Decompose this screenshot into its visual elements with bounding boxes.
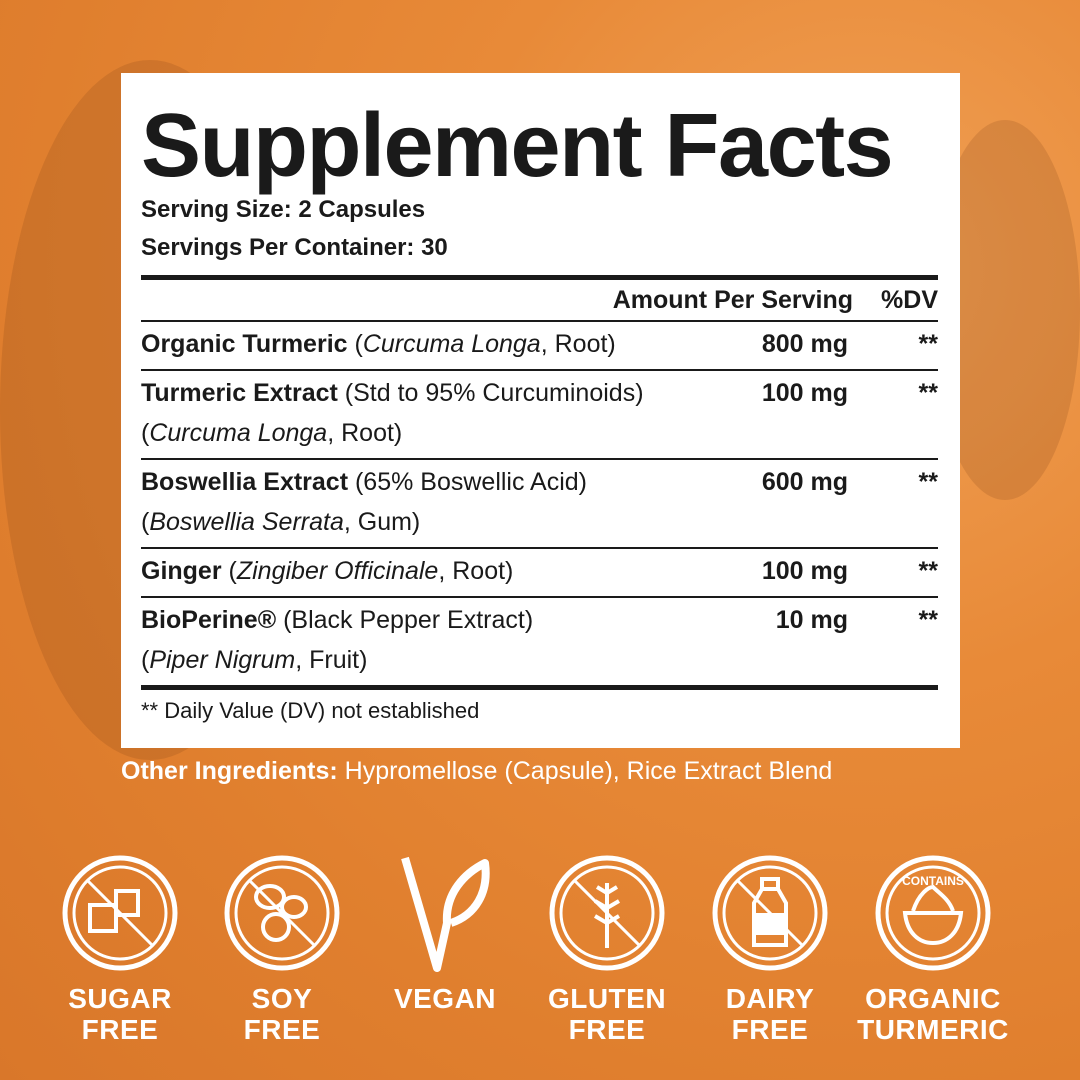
row-name-cell: Turmeric Extract (Std to 95% Curcuminoid… bbox=[141, 373, 728, 453]
ingredient-name: Turmeric Extract bbox=[141, 379, 338, 407]
row-detail-italic: Boswellia Serrata bbox=[149, 508, 344, 536]
row-amount: 100 mg bbox=[761, 379, 848, 407]
header-dv: %DV bbox=[881, 285, 938, 314]
row-detail: , Root) bbox=[327, 419, 403, 447]
other-ingredients-label: Other Ingredients: bbox=[121, 757, 338, 785]
row-detail: ( bbox=[221, 557, 237, 585]
badge-organic: CONTAINS ORGANIC TURMERIC bbox=[853, 853, 1013, 1045]
table-header: Amount Per Serving %DV bbox=[141, 280, 938, 322]
badge-label-line1: DAIRY bbox=[725, 983, 815, 1014]
row-detail: ( bbox=[141, 508, 150, 536]
ingredient-name: Ginger bbox=[141, 557, 222, 585]
ingredient-name: Organic Turmeric bbox=[141, 330, 348, 358]
vegan-leaf-icon bbox=[365, 853, 525, 973]
row-dv: ** bbox=[918, 379, 938, 407]
milk-bottle-crossed-icon bbox=[690, 853, 850, 973]
row-name-cell: BioPerine® (Black Pepper Extract) (Piper … bbox=[141, 600, 728, 680]
ingredient-name: BioPerine® bbox=[141, 606, 277, 634]
seal-text: CONTAINS bbox=[902, 874, 964, 888]
row-detail: (65% Boswellic Acid) bbox=[348, 468, 588, 496]
row-detail-italic: Zingiber Officinale bbox=[236, 557, 439, 585]
row-detail: , Fruit) bbox=[295, 646, 368, 674]
badge-label-line1: VEGAN bbox=[393, 983, 497, 1014]
badge-vegan: VEGAN bbox=[365, 853, 525, 1014]
other-ingredients-value: Hypromellose (Capsule), Rice Extract Ble… bbox=[337, 757, 833, 785]
badge-label-line2: FREE bbox=[731, 1014, 809, 1045]
row-amount: 800 mg bbox=[761, 330, 848, 358]
row-detail-italic: Curcuma Longa bbox=[149, 419, 328, 447]
table-row: BioPerine® (Black Pepper Extract) (Piper … bbox=[141, 598, 938, 685]
divider bbox=[141, 685, 938, 690]
row-dv: ** bbox=[918, 330, 938, 358]
wheat-crossed-icon bbox=[527, 853, 687, 973]
badge-label: GLUTEN FREE bbox=[527, 983, 687, 1045]
other-ingredients: Other Ingredients: Hypromellose (Capsule… bbox=[121, 757, 832, 786]
row-name-cell: Ginger (Zingiber Officinale, Root) bbox=[141, 551, 728, 591]
badge-label-line1: SOY bbox=[251, 983, 313, 1014]
header-amount: Amount Per Serving bbox=[612, 285, 854, 314]
supplement-facts-panel: Supplement Facts Serving Size: 2 Capsule… bbox=[121, 73, 960, 748]
badge-label-line1: GLUTEN bbox=[547, 983, 667, 1014]
badge-label: ORGANIC TURMERIC bbox=[853, 983, 1013, 1045]
table-body: Organic Turmeric (Curcuma Longa, Root) 80… bbox=[141, 322, 938, 685]
row-amount: 600 mg bbox=[761, 468, 848, 496]
row-detail: (Std to 95% Curcuminoids) bbox=[337, 379, 644, 407]
row-name-cell: Organic Turmeric (Curcuma Longa, Root) bbox=[141, 324, 728, 364]
row-name-cell: Boswellia Extract (65% Boswellic Acid) (B… bbox=[141, 462, 728, 542]
footnote: ** Daily Value (DV) not established bbox=[141, 698, 480, 723]
badge-label: VEGAN bbox=[365, 983, 525, 1014]
row-detail-italic: Piper Nigrum bbox=[149, 646, 296, 674]
badge-label-line2: TURMERIC bbox=[857, 1014, 1009, 1045]
badge-label-line1: SUGAR bbox=[68, 983, 172, 1014]
badge-label-line2: FREE bbox=[568, 1014, 646, 1045]
servings-per-container: Servings Per Container: 30 bbox=[141, 234, 448, 261]
row-detail: (Black Pepper Extract) bbox=[276, 606, 534, 634]
row-dv: ** bbox=[918, 606, 938, 634]
badge-label-line2: FREE bbox=[81, 1014, 159, 1045]
row-amount: 10 mg bbox=[775, 606, 848, 634]
row-amount: 100 mg bbox=[761, 557, 848, 585]
badge-label: DAIRY FREE bbox=[690, 983, 850, 1045]
row-detail-italic: Curcuma Longa bbox=[362, 330, 541, 358]
serving-size: Serving Size: 2 Capsules bbox=[141, 196, 426, 223]
divider bbox=[141, 275, 938, 280]
ingredient-name: Boswellia Extract bbox=[141, 468, 349, 496]
row-detail: , Root) bbox=[438, 557, 514, 585]
table-row: Turmeric Extract (Std to 95% Curcuminoid… bbox=[141, 371, 938, 460]
badge-label: SOY FREE bbox=[202, 983, 362, 1045]
row-detail: ( bbox=[347, 330, 363, 358]
badge-gluten: GLUTEN FREE bbox=[527, 853, 687, 1045]
badge-dairy: DAIRY FREE bbox=[690, 853, 850, 1045]
row-dv: ** bbox=[918, 557, 938, 585]
turmeric-bowl-icon: CONTAINS bbox=[853, 853, 1013, 973]
sugar-cube-crossed-icon bbox=[40, 853, 200, 973]
row-detail: ( bbox=[141, 646, 150, 674]
badge-label-line1: ORGANIC bbox=[865, 983, 1001, 1014]
panel-title: Supplement Facts bbox=[141, 96, 894, 196]
badge-soy: SOY FREE bbox=[202, 853, 362, 1045]
row-dv: ** bbox=[918, 468, 938, 496]
table-row: Organic Turmeric (Curcuma Longa, Root) 80… bbox=[141, 322, 938, 371]
row-detail: , Root) bbox=[540, 330, 616, 358]
row-detail: ( bbox=[141, 419, 150, 447]
table-row: Boswellia Extract (65% Boswellic Acid) (B… bbox=[141, 460, 938, 549]
badge-sugar: SUGAR FREE bbox=[40, 853, 200, 1045]
table-row: Ginger (Zingiber Officinale, Root) 100 mg… bbox=[141, 549, 938, 598]
badge-label: SUGAR FREE bbox=[40, 983, 200, 1045]
soybean-crossed-icon bbox=[202, 853, 362, 973]
badge-label-line2: FREE bbox=[243, 1014, 321, 1045]
row-detail: , Gum) bbox=[343, 508, 421, 536]
